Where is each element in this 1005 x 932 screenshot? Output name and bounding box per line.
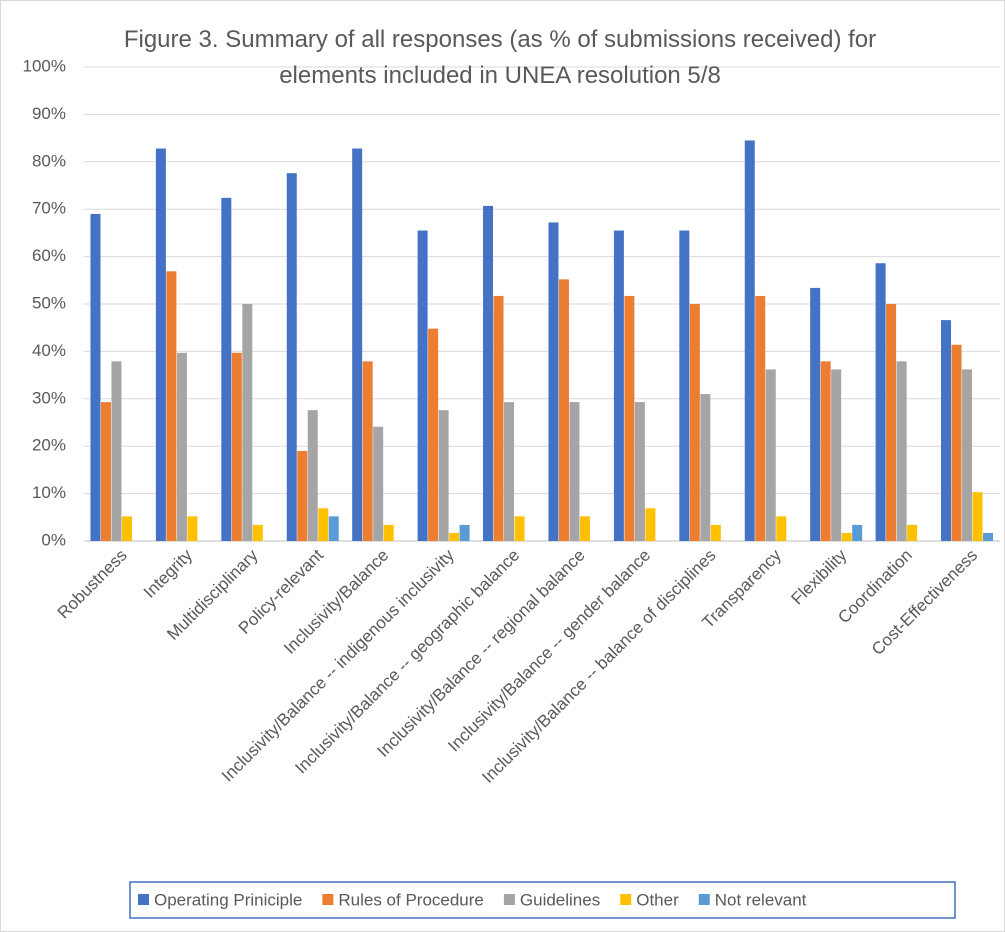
bar <box>176 352 187 541</box>
bar <box>810 287 821 541</box>
bar <box>896 361 907 541</box>
bar <box>252 524 263 541</box>
y-tick-label: 90% <box>32 104 66 123</box>
bar <box>983 532 994 541</box>
bar <box>972 492 983 541</box>
bar <box>558 279 569 541</box>
legend-label: Operating Priniciple <box>154 890 302 909</box>
bar <box>221 197 232 541</box>
y-tick-label: 10% <box>32 483 66 502</box>
bar <box>493 295 504 541</box>
bar <box>744 140 755 541</box>
bar <box>307 410 318 541</box>
legend-label: Guidelines <box>520 890 600 909</box>
legend-swatch <box>322 894 334 905</box>
bar <box>820 361 831 541</box>
bar <box>689 304 700 541</box>
bar <box>613 230 624 541</box>
bar <box>417 230 428 541</box>
bar <box>941 320 952 541</box>
bar <box>297 450 308 541</box>
bar <box>428 328 439 541</box>
bar <box>231 352 242 541</box>
bar <box>679 230 690 541</box>
bar <box>962 369 973 541</box>
legend-label: Rules of Procedure <box>338 890 484 909</box>
bar <box>90 213 101 541</box>
y-tick-label: 20% <box>32 436 66 455</box>
bar <box>755 295 766 541</box>
y-tick-label: 30% <box>32 388 66 407</box>
bar <box>362 361 373 541</box>
legend-swatch <box>620 894 632 905</box>
y-tick-label: 70% <box>32 199 66 218</box>
bar <box>242 304 253 541</box>
y-tick-label: 100% <box>23 56 66 75</box>
bar <box>155 148 166 541</box>
bar <box>776 516 787 541</box>
bar <box>166 271 177 541</box>
bar <box>111 361 122 541</box>
bar <box>624 295 635 541</box>
legend-swatch <box>503 894 515 905</box>
bar <box>852 524 863 541</box>
legend-box <box>129 881 956 919</box>
bar <box>373 426 384 541</box>
bar <box>187 516 198 541</box>
y-tick-label: 50% <box>32 293 66 312</box>
bar <box>383 524 394 541</box>
bar <box>100 402 111 541</box>
bar <box>645 508 656 541</box>
bar <box>875 263 886 541</box>
y-tick-label: 40% <box>32 341 66 360</box>
bar <box>449 532 460 541</box>
y-tick-label: 60% <box>32 246 66 265</box>
bar <box>700 394 711 541</box>
bar <box>548 222 559 542</box>
y-tick-label: 0% <box>41 530 66 549</box>
bar <box>841 532 852 541</box>
bar <box>569 402 580 541</box>
bar <box>286 173 297 541</box>
legend-label: Not relevant <box>715 890 807 909</box>
bar <box>121 516 132 541</box>
bar <box>438 410 449 541</box>
bar <box>483 205 494 541</box>
bar <box>886 304 897 541</box>
bar <box>907 524 918 541</box>
bar <box>634 402 645 541</box>
bar <box>328 516 339 541</box>
bar <box>765 369 776 541</box>
bar <box>514 516 525 541</box>
bar <box>504 402 515 541</box>
bar <box>579 516 590 541</box>
bar <box>318 508 329 541</box>
legend-swatch <box>698 894 710 905</box>
legend-swatch <box>138 894 149 905</box>
legend-label: Other <box>636 890 679 909</box>
bar <box>951 344 962 541</box>
chart-title: Figure 3. Summary of all responses (as %… <box>123 26 877 89</box>
bar <box>459 524 470 541</box>
bar <box>352 148 363 541</box>
bar <box>710 524 721 541</box>
y-tick-label: 80% <box>32 151 66 170</box>
bar <box>831 369 842 541</box>
